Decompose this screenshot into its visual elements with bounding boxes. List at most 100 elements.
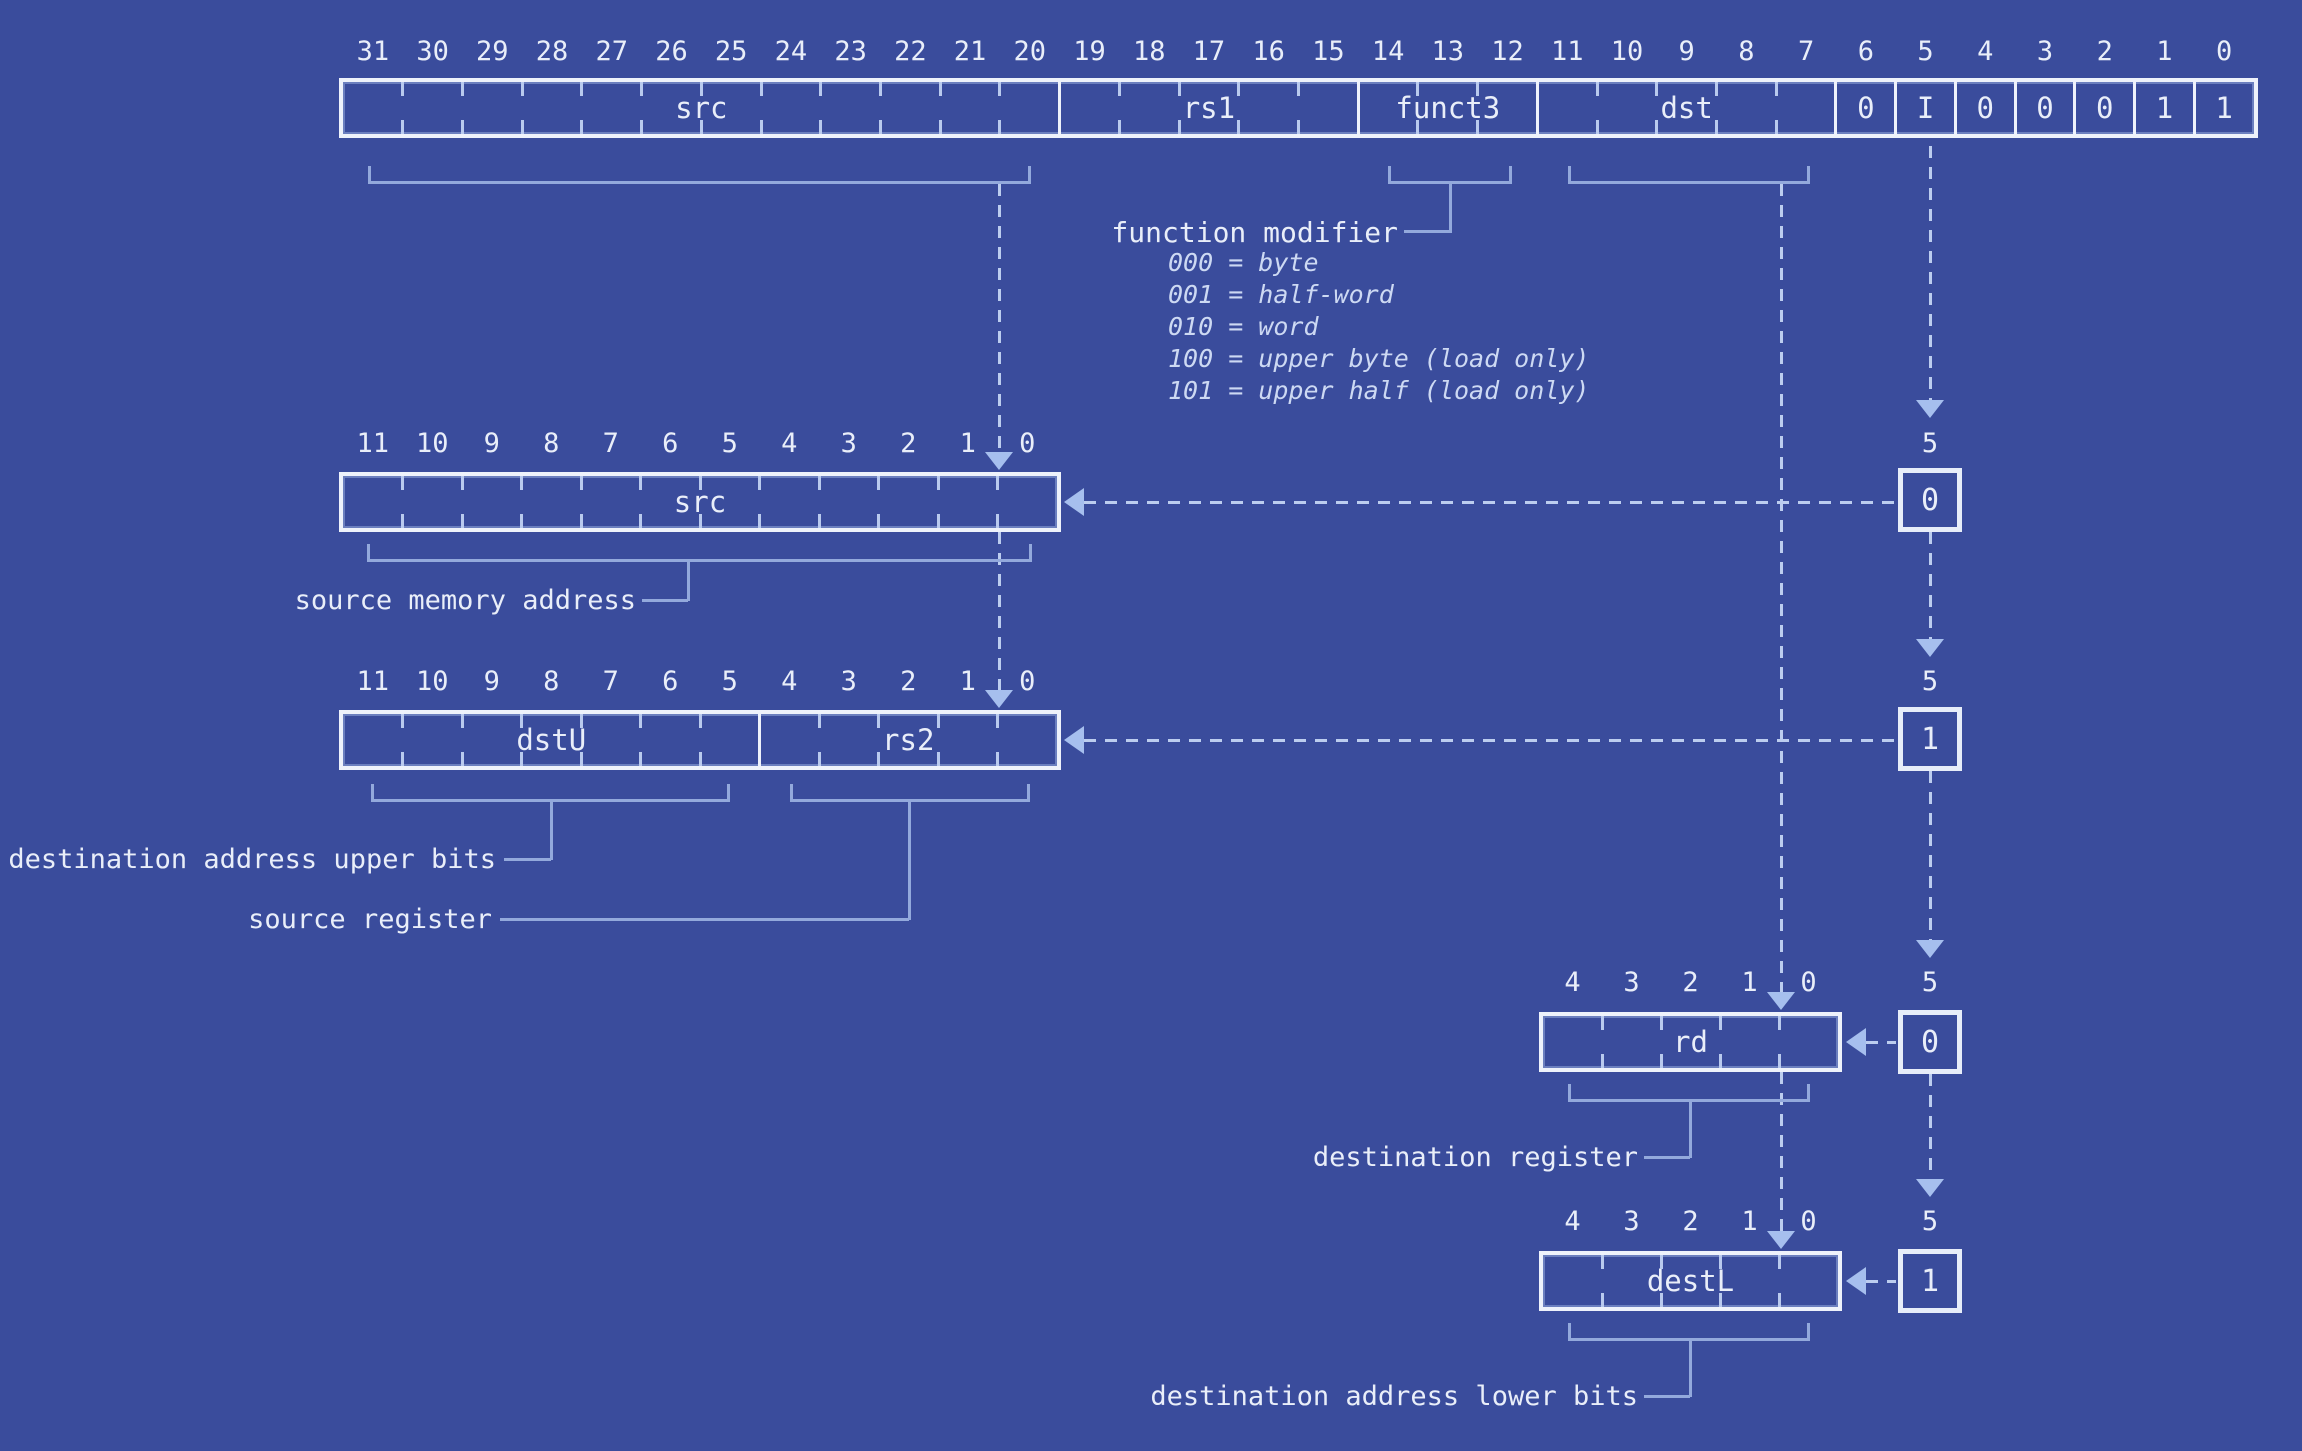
bit-number: 6 bbox=[662, 428, 679, 459]
bit-number: 4 bbox=[1564, 1206, 1581, 1237]
connector-line bbox=[1688, 1341, 1692, 1397]
caption-destination-address-lower-bits: destination address lower bits bbox=[1150, 1381, 1638, 1412]
bit-tick bbox=[1715, 120, 1719, 134]
bit-number: 3 bbox=[1623, 1206, 1640, 1237]
bit-tick bbox=[817, 752, 821, 766]
dashed-flow-line bbox=[1866, 1279, 1896, 1283]
bit-tick bbox=[877, 514, 880, 528]
bit-number: 9 bbox=[483, 666, 500, 697]
bit-cell: 1 bbox=[2194, 82, 2254, 134]
arrowhead-down-icon bbox=[985, 690, 1013, 708]
bit-number: 9 bbox=[1678, 36, 1695, 67]
bit-tick bbox=[1659, 1016, 1663, 1030]
bit-tick bbox=[1718, 1255, 1722, 1269]
bit-cell: 0 bbox=[1836, 82, 1896, 134]
bit-tick bbox=[460, 82, 464, 96]
arrowhead-left-icon bbox=[1846, 1267, 1866, 1295]
bit-tick bbox=[1774, 120, 1778, 134]
bit-tick bbox=[1117, 82, 1121, 96]
bit-tick bbox=[817, 476, 821, 490]
field-label: I bbox=[1916, 91, 1935, 125]
connector-line bbox=[500, 917, 909, 921]
bit-tick bbox=[996, 752, 999, 766]
bit-tick bbox=[1777, 1293, 1781, 1307]
field-separator bbox=[2133, 82, 2137, 134]
bit-number: 2 bbox=[900, 666, 917, 697]
brace-rd bbox=[1568, 1084, 1571, 1102]
dashed-flow-line bbox=[1928, 532, 1932, 639]
register-instruction: src rs1 funct3 dst 0 I 0 0 0 1 1 bbox=[339, 78, 2258, 138]
caption-source-memory-address: source memory address bbox=[294, 585, 636, 616]
bit-tick bbox=[1476, 120, 1480, 134]
bit-tick bbox=[758, 476, 761, 490]
bit-tick bbox=[1600, 1054, 1604, 1068]
field-dstU: dstU bbox=[343, 714, 760, 766]
bit-cell: 1 bbox=[2135, 82, 2195, 134]
connector-line bbox=[549, 802, 553, 860]
field-separator bbox=[758, 714, 761, 766]
bit-number: 13 bbox=[1431, 36, 1465, 67]
bit-cell: I bbox=[1896, 82, 1956, 134]
bit-tick bbox=[1595, 82, 1599, 96]
bit-tick bbox=[1718, 1293, 1722, 1307]
bit-tick bbox=[1600, 1293, 1604, 1307]
field-label: funct3 bbox=[1395, 91, 1501, 125]
bit-tick bbox=[1177, 82, 1181, 96]
field-src: src bbox=[343, 82, 1060, 134]
bit-number: 11 bbox=[1550, 36, 1584, 67]
bit-number: 14 bbox=[1371, 36, 1405, 67]
connector-line bbox=[1644, 1394, 1690, 1398]
bit-tick bbox=[580, 82, 584, 96]
connector-line bbox=[686, 562, 690, 601]
field-label: src bbox=[675, 91, 728, 125]
bit-number: 19 bbox=[1073, 36, 1106, 67]
bit-tick bbox=[877, 714, 880, 728]
bit-tick bbox=[877, 752, 880, 766]
bit-tick bbox=[1659, 1293, 1663, 1307]
field-dst: dst bbox=[1537, 82, 1836, 134]
field-label: 1 bbox=[2215, 91, 2233, 125]
caption-source-register: source register bbox=[248, 904, 492, 935]
field-separator bbox=[1058, 82, 1062, 134]
bit-number: 27 bbox=[595, 36, 628, 67]
bit-tick bbox=[579, 752, 583, 766]
bit-number: 8 bbox=[543, 428, 560, 459]
bit-tick bbox=[759, 82, 763, 96]
width-box-1: 1 bbox=[1898, 707, 1962, 771]
brace-src-memory bbox=[367, 544, 370, 562]
bit-number: 10 bbox=[415, 666, 449, 697]
field-label: dst bbox=[1660, 91, 1713, 125]
bit-number: 22 bbox=[894, 36, 927, 67]
bit-tick bbox=[817, 714, 821, 728]
bit-tick bbox=[698, 514, 702, 528]
bit-tick bbox=[401, 752, 404, 766]
bit-tick bbox=[401, 714, 404, 728]
modifier-option: 000 = byte bbox=[1168, 248, 1319, 277]
bit-cell: 0 bbox=[2015, 82, 2075, 134]
bit-tick bbox=[1777, 1054, 1781, 1068]
brace-src-memory bbox=[1029, 544, 1032, 562]
dashed-flow-line bbox=[1779, 184, 1783, 992]
arrowhead-down-icon bbox=[1767, 992, 1795, 1010]
brace-dstu bbox=[371, 784, 374, 802]
bit-number: 4 bbox=[781, 428, 798, 459]
bit-tick bbox=[1655, 82, 1659, 96]
field-separator bbox=[1953, 82, 1957, 134]
bit-number: 31 bbox=[356, 36, 390, 67]
field-label: dstU bbox=[516, 723, 587, 757]
connector-line bbox=[907, 802, 911, 920]
bit-tick bbox=[936, 752, 940, 766]
bit-number: 2 bbox=[1682, 967, 1699, 998]
bit-tick bbox=[819, 82, 823, 96]
bit-tick bbox=[877, 476, 880, 490]
bit-number: 4 bbox=[781, 666, 798, 697]
bit-tick bbox=[460, 476, 464, 490]
bit-number: 6 bbox=[662, 666, 679, 697]
bit-number: 2 bbox=[900, 428, 917, 459]
arrowhead-down-icon bbox=[1916, 639, 1944, 657]
caption-destination-address-upper-bits: destination address upper bits bbox=[8, 844, 496, 875]
bit-number: 29 bbox=[476, 36, 509, 67]
bit-cell: 0 bbox=[1955, 82, 2015, 134]
dashed-flow-line bbox=[997, 184, 1001, 452]
bit-tick bbox=[1237, 120, 1241, 134]
